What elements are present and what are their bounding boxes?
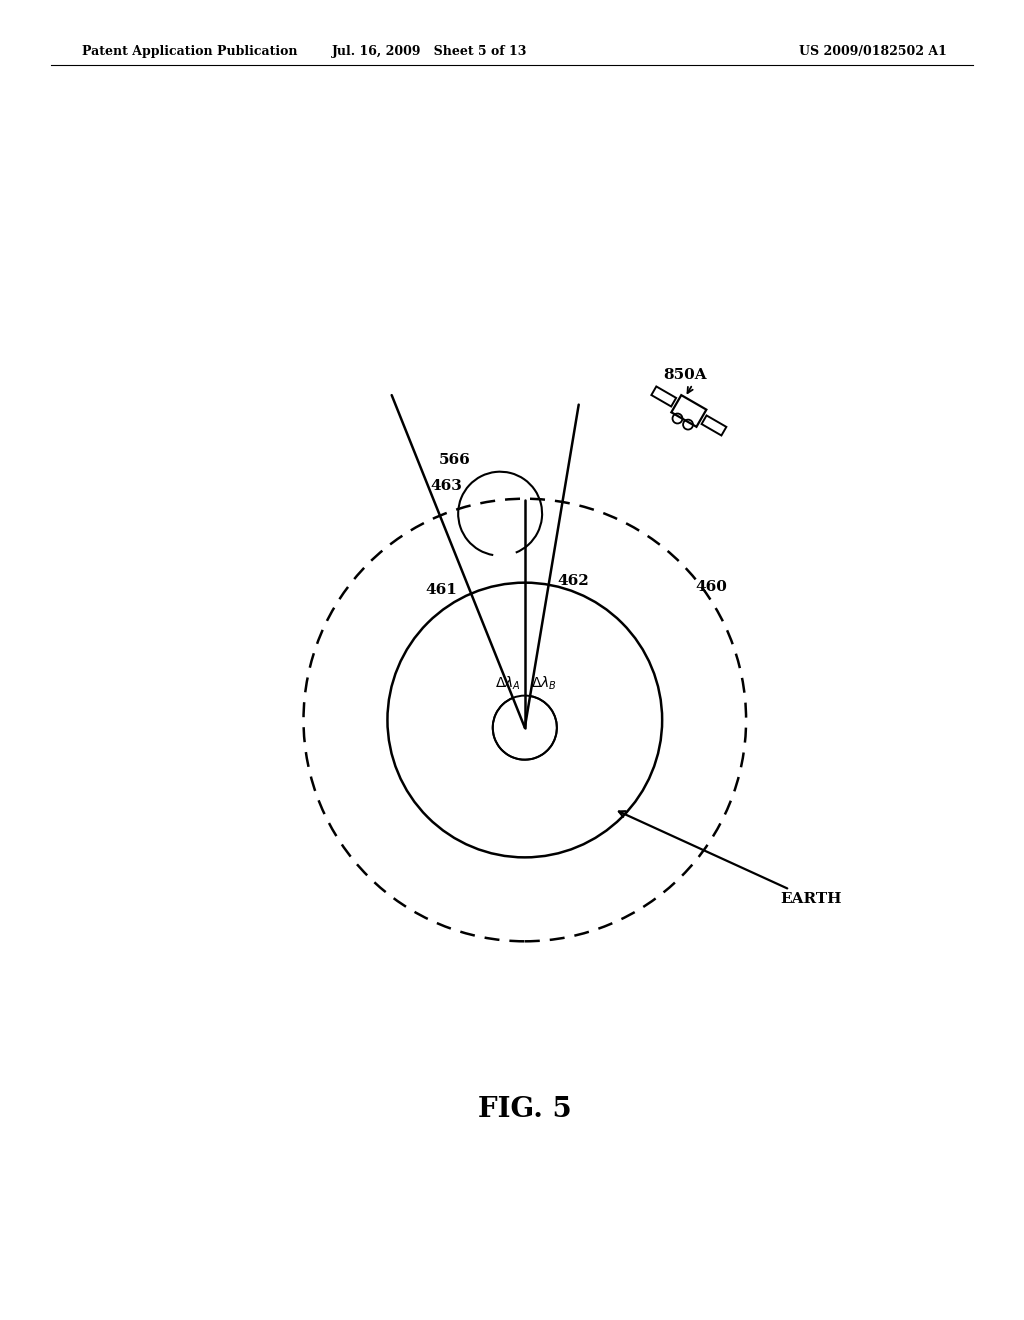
Text: US 2009/0182502 A1: US 2009/0182502 A1 (799, 45, 946, 58)
Text: EARTH: EARTH (618, 812, 842, 907)
Text: 462: 462 (558, 574, 590, 587)
Text: $\Delta\lambda_A$: $\Delta\lambda_A$ (496, 675, 521, 692)
Text: 460: 460 (695, 581, 727, 594)
Text: Patent Application Publication: Patent Application Publication (82, 45, 297, 58)
Text: 850A: 850A (664, 368, 707, 381)
Text: FIG. 5: FIG. 5 (478, 1096, 571, 1123)
Text: 566: 566 (438, 453, 470, 467)
Text: $\Delta\lambda_B$: $\Delta\lambda_B$ (531, 675, 557, 692)
Text: 461: 461 (426, 582, 458, 597)
Text: Jul. 16, 2009   Sheet 5 of 13: Jul. 16, 2009 Sheet 5 of 13 (333, 45, 527, 58)
Text: 463: 463 (431, 479, 463, 494)
